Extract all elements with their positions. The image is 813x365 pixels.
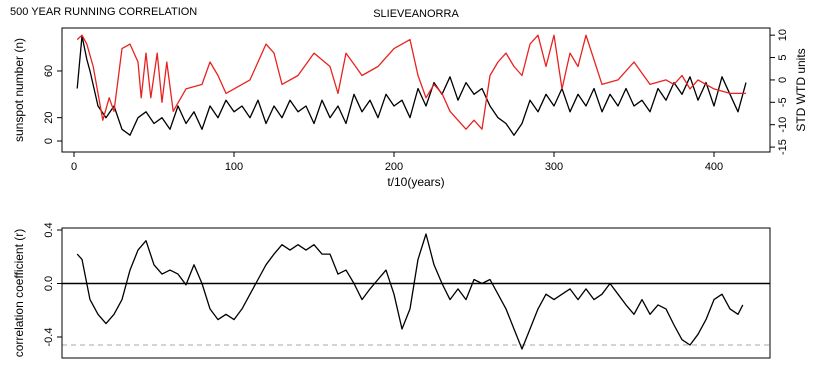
y2-tick-label: -10 xyxy=(777,117,789,133)
series-line xyxy=(76,233,744,350)
y2-tick-label: -15 xyxy=(777,139,789,155)
y-tick-label: 0.4 xyxy=(43,222,55,237)
y-tick-label: -0.4 xyxy=(43,328,55,347)
y-axis-label: sunspot number (n) xyxy=(12,38,26,142)
y-tick-label: 60 xyxy=(43,65,55,77)
x-tick-label: 200 xyxy=(385,161,403,173)
y2-axis-label: STD WTD units xyxy=(794,48,808,131)
series-line xyxy=(76,35,747,136)
y-axis-label: correlation coefficient (r) xyxy=(12,229,26,358)
chart-title: SLIEVEANORRA xyxy=(373,8,459,20)
x-tick-label: 0 xyxy=(71,161,77,173)
y2-tick-label: 10 xyxy=(777,29,789,41)
x-tick-label: 400 xyxy=(705,161,723,173)
y-tick-label: 0.0 xyxy=(43,276,55,291)
plot-frame xyxy=(61,227,771,359)
y2-tick-label: 5 xyxy=(777,54,789,60)
page-title: 500 YEAR RUNNING CORRELATION xyxy=(10,6,197,18)
x-tick-label: 300 xyxy=(545,161,563,173)
x-tick-label: 100 xyxy=(225,161,243,173)
y2-tick-label: 0 xyxy=(777,77,789,83)
plot-frame xyxy=(61,27,771,153)
y-tick-label: 0 xyxy=(43,138,55,144)
y2-tick-label: -5 xyxy=(777,97,789,107)
series-line xyxy=(76,34,746,130)
y-tick-label: 20 xyxy=(43,112,55,124)
x-axis-label: t/10(years) xyxy=(387,175,444,189)
